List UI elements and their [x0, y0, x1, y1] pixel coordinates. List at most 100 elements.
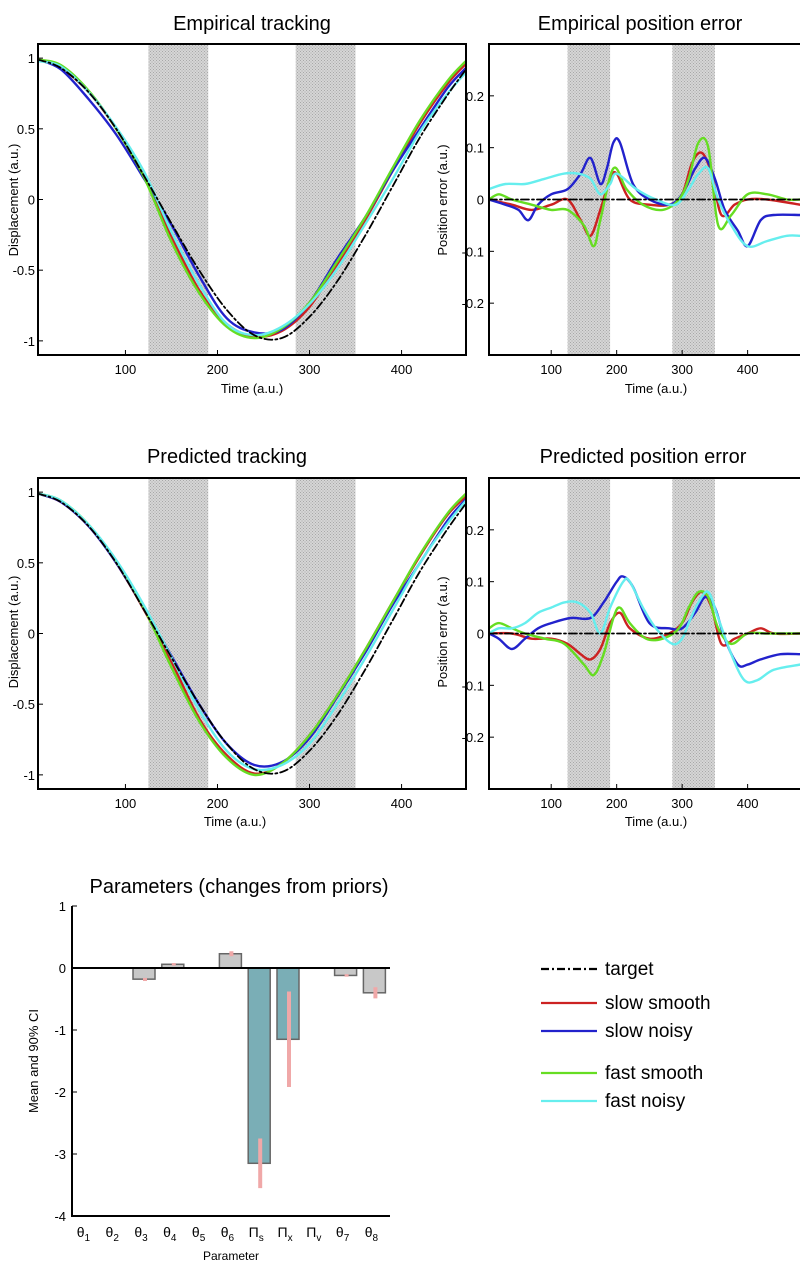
y-tick-label: 0: [477, 193, 484, 208]
y-axis-label: Displacement (a.u.): [6, 576, 21, 689]
y-tick-label: -0.1: [462, 678, 484, 693]
x-tick-label: θ3: [134, 1224, 148, 1244]
series-line-fast-smooth: [38, 58, 466, 340]
shaded-region: [295, 44, 356, 355]
y-tick-label: 1: [28, 485, 35, 500]
ticks: 100 200 300 400 -1 -0.5 0 0.5 1: [13, 485, 413, 811]
y-tick-label: 0.5: [17, 122, 35, 137]
legend-label: fast noisy: [605, 1091, 686, 1112]
y-tick-label: 0.2: [466, 89, 484, 104]
y-tick-label: -0.5: [13, 697, 35, 712]
legend-label: target: [605, 959, 654, 980]
series-line-fast-smooth: [489, 136, 800, 248]
series-line-slow-noisy: [489, 575, 800, 668]
x-tick-label: 100: [115, 796, 137, 811]
x-tick-label: 400: [737, 796, 759, 811]
x-tick-label: 300: [671, 362, 693, 377]
x-tick-label: 200: [606, 362, 628, 377]
y-axis-label: Position error (a.u.): [435, 576, 450, 687]
y-tick-label: -1: [23, 768, 35, 783]
ticks: 100 200 300 400 -1 -0.5 0 0.5 1: [13, 51, 413, 377]
y-tick-label: -0.2: [462, 296, 484, 311]
y-tick-label: -4: [54, 1209, 66, 1224]
y-tick-label: -3: [54, 1147, 66, 1162]
x-axis-label: Parameter: [203, 1249, 259, 1263]
chart-title: Predicted position error: [540, 446, 747, 468]
series-line-fast-noisy: [38, 59, 466, 337]
x-tick-label: θ8: [365, 1224, 379, 1244]
legend: target slow smooth slow noisy fast smooth fa…: [541, 959, 711, 1112]
ticks: θ1 θ2 θ3 θ4 θ5 θ6 Πs Πx Πv θ7 θ8 -4 -3 -2 -1 0 1: [54, 899, 378, 1244]
x-axis-label: Time (a.u.): [204, 814, 266, 829]
x-tick-label: θ5: [192, 1224, 206, 1244]
series-line-fast-noisy: [489, 577, 800, 684]
ticks: 100 200 300 400 -0.2 -0.1 0 0.1 0.2: [462, 89, 759, 377]
series-line-slow-smooth: [38, 58, 466, 339]
ticks: 100 200 300 400 -0.2 -0.1 0 0.1 0.2: [462, 523, 759, 811]
panel-predicted-position-error: Predicted position error 100 200 300 400 -0.…: [435, 446, 800, 829]
x-tick-label: 400: [391, 796, 413, 811]
bars-area: [132, 951, 387, 1189]
y-tick-label: -0.5: [13, 263, 35, 278]
chart-title: Empirical tracking: [173, 13, 331, 35]
legend-label: fast smooth: [605, 1063, 703, 1084]
y-axis-label: Displacement (a.u.): [6, 144, 21, 257]
series-line-slow-noisy: [489, 137, 800, 248]
panel-empirical-tracking: Empirical tracking 100 200 300 400 -1 -0.5 0 0.…: [6, 13, 467, 396]
y-axis-label: Mean and 90% CI: [26, 1009, 41, 1113]
series-line-slow-noisy: [38, 492, 466, 768]
legend-label: slow smooth: [605, 993, 711, 1014]
series-line-target: [38, 58, 466, 341]
chart-title: Empirical position error: [538, 13, 743, 35]
x-axis-label: Time (a.u.): [625, 814, 687, 829]
chart-title: Parameters (changes from priors): [90, 876, 389, 898]
panel-empirical-position-error: Empirical position error 100 200 300 400 -0.…: [435, 13, 800, 396]
y-tick-label: 0.1: [466, 141, 484, 156]
legend-label: slow noisy: [605, 1021, 693, 1042]
y-axis-label: Position error (a.u.): [435, 144, 450, 255]
x-tick-label: 300: [299, 796, 321, 811]
bar: [247, 967, 271, 1165]
series-line-slow-noisy: [38, 58, 466, 335]
x-tick-label: 400: [391, 362, 413, 377]
x-tick-label: 200: [207, 796, 229, 811]
x-axis-label: Time (a.u.): [625, 381, 687, 396]
panel-parameters: Parameters (changes from priors) θ1 θ2 θ3 θ…: [26, 876, 390, 1263]
plot-area: [489, 44, 800, 355]
x-tick-label: Πs: [249, 1224, 264, 1244]
panel-predicted-tracking: Predicted tracking 100 200 300 400 -1 -0.5 0 0.…: [6, 446, 467, 829]
y-tick-label: 0.2: [466, 523, 484, 538]
plot-area: [38, 478, 466, 789]
y-tick-label: -2: [54, 1085, 66, 1100]
shaded-region: [295, 478, 356, 789]
series-line-slow-smooth: [489, 590, 800, 661]
x-tick-label: 300: [299, 362, 321, 377]
y-tick-label: -0.2: [462, 730, 484, 745]
x-axis-label: Time (a.u.): [221, 381, 283, 396]
series-line-fast-smooth: [489, 590, 800, 677]
bar: [132, 967, 156, 980]
y-tick-label: 0: [59, 961, 66, 976]
y-tick-label: 0: [28, 627, 35, 642]
series-line-fast-smooth: [38, 492, 466, 777]
y-tick-label: 0: [28, 193, 35, 208]
x-tick-label: 200: [606, 796, 628, 811]
x-tick-label: θ2: [106, 1224, 120, 1244]
series-line-target: [38, 492, 466, 775]
x-tick-label: 100: [540, 796, 562, 811]
y-tick-label: 0: [477, 627, 484, 642]
series-line-slow-smooth: [38, 492, 466, 775]
y-tick-label: -1: [23, 334, 35, 349]
plot-frame: [37, 477, 467, 790]
x-tick-label: 100: [115, 362, 137, 377]
plot-area: [38, 44, 466, 355]
x-tick-label: θ7: [336, 1224, 350, 1244]
plot-area: [489, 478, 800, 789]
x-tick-label: θ6: [221, 1224, 235, 1244]
series-line-fast-noisy: [489, 165, 800, 248]
x-tick-label: 200: [207, 362, 229, 377]
chart-title: Predicted tracking: [147, 446, 307, 468]
y-tick-label: 0.1: [466, 575, 484, 590]
series-line-slow-smooth: [489, 151, 800, 238]
